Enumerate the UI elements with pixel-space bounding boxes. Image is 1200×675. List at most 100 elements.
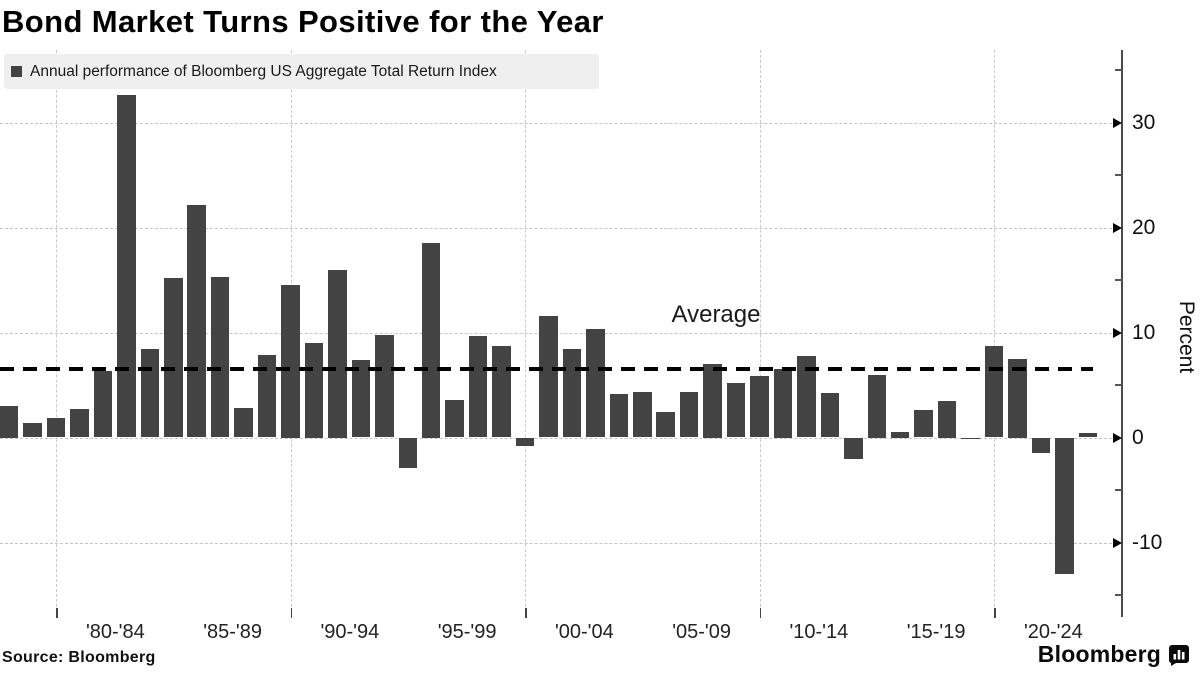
bar-1993: [375, 334, 394, 438]
y-axis-tick-label: 10: [1132, 320, 1156, 344]
bar-1983: [140, 349, 160, 438]
y-axis-minor-tick: [1115, 594, 1122, 596]
legend: Annual performance of Bloomberg US Aggre…: [4, 54, 599, 89]
average-line: [0, 366, 1093, 371]
bar-2006: [679, 392, 699, 438]
bar-2014: [867, 374, 886, 438]
horizontal-gridline: [0, 227, 1122, 229]
bar-1989: [281, 285, 300, 438]
bar-1978: [23, 422, 42, 438]
y-axis-tick-arrow-icon: [1113, 222, 1122, 233]
bar-2005: [656, 412, 675, 438]
bar-2009: [750, 375, 769, 438]
x-axis-tick: [759, 608, 761, 618]
bar-1987: [234, 408, 253, 438]
x-axis-group-label: '80-'84: [85, 621, 145, 643]
y-axis-tick-label: 20: [1132, 215, 1156, 239]
horizontal-gridline: [0, 437, 1122, 439]
bar-2023: [1078, 433, 1098, 438]
bar-2021: [1031, 437, 1051, 454]
bar-1977: [0, 406, 19, 438]
bar-2015: [890, 432, 910, 438]
vertical-gridline: [759, 50, 761, 612]
x-axis-group-label: '20-'24: [1023, 621, 1083, 643]
horizontal-gridline: [0, 332, 1122, 334]
y-axis-tick-label: 30: [1132, 110, 1156, 134]
vertical-gridline: [525, 50, 526, 612]
bar-1986: [210, 276, 230, 438]
bar-2020: [1008, 358, 1027, 438]
bar-2017: [937, 400, 957, 438]
bar-2002: [586, 329, 605, 438]
y-axis-tick-arrow-icon: [1113, 432, 1122, 443]
average-label: Average: [671, 301, 761, 328]
legend-label: Annual performance of Bloomberg US Aggre…: [30, 62, 497, 80]
bar-2001: [562, 349, 582, 438]
bar-1984: [164, 277, 183, 438]
x-axis-group-label: '00-'04: [554, 621, 614, 643]
y-axis-minor-tick: [1115, 384, 1122, 386]
bar-2003: [609, 394, 629, 438]
bar-2018: [961, 437, 980, 439]
bar-1996: [445, 399, 464, 438]
vertical-gridline: [994, 50, 995, 612]
bar-1998: [492, 346, 511, 438]
bloomberg-wordmark: Bloomberg: [1037, 641, 1161, 667]
x-axis-tick: [994, 608, 996, 618]
bar-1981: [93, 371, 113, 438]
bar-2022: [1055, 437, 1074, 574]
y-axis-tick-arrow-icon: [1113, 117, 1122, 128]
bar-1995: [421, 243, 441, 438]
x-axis-group-label: '95-'99: [437, 621, 497, 643]
x-axis-group-label: '85-'89: [203, 621, 262, 643]
y-axis-line: [1121, 50, 1123, 617]
x-axis-group-label: '90-'94: [320, 621, 380, 643]
y-axis-minor-tick: [1115, 174, 1122, 176]
bar-1979: [46, 417, 66, 438]
bloomberg-chart-bubble-icon: [1168, 644, 1189, 666]
source-note: Source: Bloomberg: [2, 649, 156, 666]
bar-1994: [398, 437, 417, 468]
y-axis-tick-arrow-icon: [1113, 537, 1122, 548]
x-axis-group-label: '05-'09: [672, 621, 731, 643]
bar-2004: [633, 392, 652, 438]
bar-2008: [726, 382, 746, 438]
bar-1990: [304, 343, 324, 438]
bar-2011: [797, 355, 816, 438]
horizontal-gridline: [0, 542, 1122, 544]
bar-1980: [70, 409, 89, 438]
bar-1985: [187, 205, 206, 438]
bar-2013: [844, 437, 863, 459]
bar-2016: [914, 410, 933, 438]
bar-1991: [328, 269, 347, 438]
y-axis-tick-label: 0: [1132, 425, 1144, 449]
horizontal-gridline: [0, 122, 1122, 124]
bar-1988: [257, 354, 277, 438]
y-axis-title: Percent: [1175, 300, 1198, 374]
x-axis-tick: [56, 608, 58, 618]
x-axis-group-label: '15-'19: [906, 621, 966, 643]
y-axis-minor-tick: [1115, 279, 1122, 281]
page-title: Bond Market Turns Positive for the Year: [2, 4, 604, 39]
bar-1999: [515, 437, 535, 446]
y-axis-tick-arrow-icon: [1113, 327, 1122, 338]
bar-1992: [351, 359, 371, 438]
x-axis-tick: [290, 608, 292, 618]
x-axis-group-label: '10-'14: [789, 621, 849, 643]
y-axis-minor-tick: [1115, 69, 1122, 71]
y-axis-tick-label: -10: [1132, 530, 1163, 554]
bar-2010: [773, 369, 793, 438]
bar-2000: [539, 315, 558, 438]
vertical-gridline: [56, 50, 57, 612]
bar-2007: [703, 364, 722, 438]
legend-swatch-icon: [11, 66, 22, 77]
bloomberg-logo: Bloomberg: [1038, 641, 1190, 668]
bar-2012: [820, 393, 840, 438]
bar-1997: [468, 335, 488, 438]
x-axis-tick: [525, 608, 527, 618]
bar-2019: [984, 346, 1004, 438]
bar-1982: [117, 95, 136, 438]
y-axis-minor-tick: [1115, 489, 1122, 491]
